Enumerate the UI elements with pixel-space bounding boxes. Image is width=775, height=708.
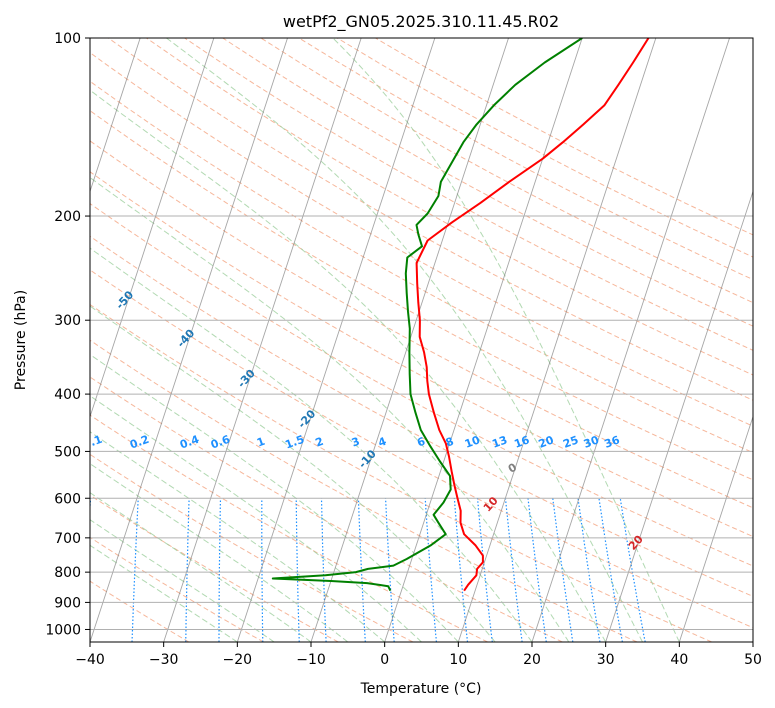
mixing-ratio-label: 1	[255, 435, 267, 450]
isotherm-line	[90, 38, 288, 642]
isotherm-line	[457, 38, 657, 642]
moist-adiabat-line	[90, 247, 533, 642]
y-tick-label: 500	[54, 444, 81, 460]
dry-adiabat-line	[90, 303, 712, 642]
temperature-profile-line	[415, 38, 650, 592]
dry-adiabat-line	[260, 38, 753, 304]
x-tick-label: −30	[149, 652, 179, 668]
x-tick-label: 0	[380, 652, 389, 668]
x-axis-title: Temperature (°C)	[360, 681, 482, 697]
isotherm-line	[384, 38, 583, 642]
mixing-ratio-label: 30	[582, 433, 601, 451]
dry-adiabat-line	[90, 414, 488, 642]
y-tick-label: 900	[54, 595, 81, 611]
dry-adiabat-line	[90, 580, 190, 642]
y-tick-label: 300	[54, 313, 81, 329]
mixing-ratio-label: 0.4	[178, 433, 201, 452]
mixing-ratio-label: 3	[350, 435, 362, 450]
y-tick-label: 1000	[45, 622, 81, 638]
mixing-ratio-label: 16	[512, 433, 531, 451]
profile-series	[271, 38, 650, 592]
dry-adiabats	[90, 38, 753, 642]
moist-adiabat-line	[166, 38, 643, 642]
y-tick-label: 100	[54, 31, 81, 47]
dry-adiabat-line	[90, 235, 753, 597]
mixing-ratio-label: 25	[561, 433, 580, 450]
dry-adiabat-line	[146, 38, 753, 376]
dry-adiabat-line	[90, 536, 264, 642]
isotherm-line	[678, 415, 753, 642]
moist-adiabat-line	[90, 544, 238, 642]
isotherm-line	[90, 38, 215, 419]
mixing-ratio-label: 0.2	[128, 433, 151, 452]
dry-adiabat-line	[90, 203, 753, 567]
x-tick-label: 30	[597, 652, 615, 668]
chart-title: wetPf2_GN05.2025.310.11.45.R02	[283, 12, 559, 32]
x-tick-label: −40	[75, 652, 105, 668]
mixing-ratio-label: 4	[376, 435, 388, 450]
moist-adiabat-line	[90, 89, 607, 642]
isotherm-line	[605, 190, 753, 642]
moist-adiabat-line	[90, 176, 570, 642]
isotherm-line	[163, 38, 362, 642]
plot-area: 0.10.20.40.611.52346810131620253036-100-…	[90, 38, 753, 642]
dry-adiabat-line	[90, 140, 753, 509]
dry-adiabat-line	[184, 38, 753, 351]
isotherm-line	[90, 38, 141, 193]
mixing-ratio-label: 0.6	[209, 433, 232, 452]
y-tick-label: 400	[54, 387, 81, 403]
isotherms	[90, 38, 753, 642]
dry-adiabat-line	[108, 38, 753, 401]
pressure-gridlines	[90, 38, 753, 630]
mixing-ratio-label: 8	[444, 435, 456, 450]
line-labels: 0.10.20.40.611.52346810131620253036-100-…	[90, 288, 646, 553]
y-tick-label: 700	[54, 531, 81, 547]
mixing-ratio-label: 36	[603, 433, 622, 451]
plot-frame	[89, 37, 754, 643]
x-tick-label: −20	[223, 652, 253, 668]
y-tick-label: 800	[54, 565, 81, 581]
dry-adiabat-line	[222, 38, 753, 327]
moist-adiabat-line	[332, 38, 680, 642]
y-axis-ticks: 100 200 300 400 500 600 700 800 900 1000	[45, 31, 90, 638]
dewpoint-profile-line	[271, 38, 583, 592]
moist-adiabat-line	[90, 305, 496, 642]
mixing-ratio-label: 2	[314, 435, 326, 450]
dry-adiabat-line	[90, 339, 638, 642]
moist-adiabat-line	[90, 463, 349, 642]
mixing-ratio-label: 1.5	[283, 433, 306, 452]
mixing-ratio-label: 6	[415, 435, 427, 450]
x-tick-label: −10	[296, 652, 326, 668]
x-tick-label: 40	[670, 652, 688, 668]
isotherm-line	[531, 38, 730, 642]
dry-adiabat-line	[90, 110, 753, 481]
y-tick-label: 600	[54, 491, 81, 507]
mixing-ratio-label: 13	[490, 433, 509, 450]
mixing-ratio-label: 20	[537, 433, 556, 451]
x-axis-ticks: −40 −30 −20 −10 0 10 20 30 40 50	[75, 642, 762, 668]
mixing-ratio-label: 10	[463, 433, 482, 451]
moist-adiabat-line	[90, 353, 459, 642]
dry-adiabat-line	[90, 269, 753, 629]
dry-adiabat-line	[90, 171, 753, 538]
x-tick-label: 10	[449, 652, 467, 668]
y-tick-label: 200	[54, 209, 81, 225]
isotherm-line	[236, 38, 436, 642]
moist-adiabats	[90, 38, 680, 642]
x-tick-label: 20	[523, 652, 541, 668]
moist-adiabat-line	[90, 431, 386, 642]
y-axis-title: Pressure (hPa)	[13, 290, 29, 390]
x-tick-label: 50	[744, 652, 762, 668]
moist-adiabat-line	[90, 519, 275, 642]
